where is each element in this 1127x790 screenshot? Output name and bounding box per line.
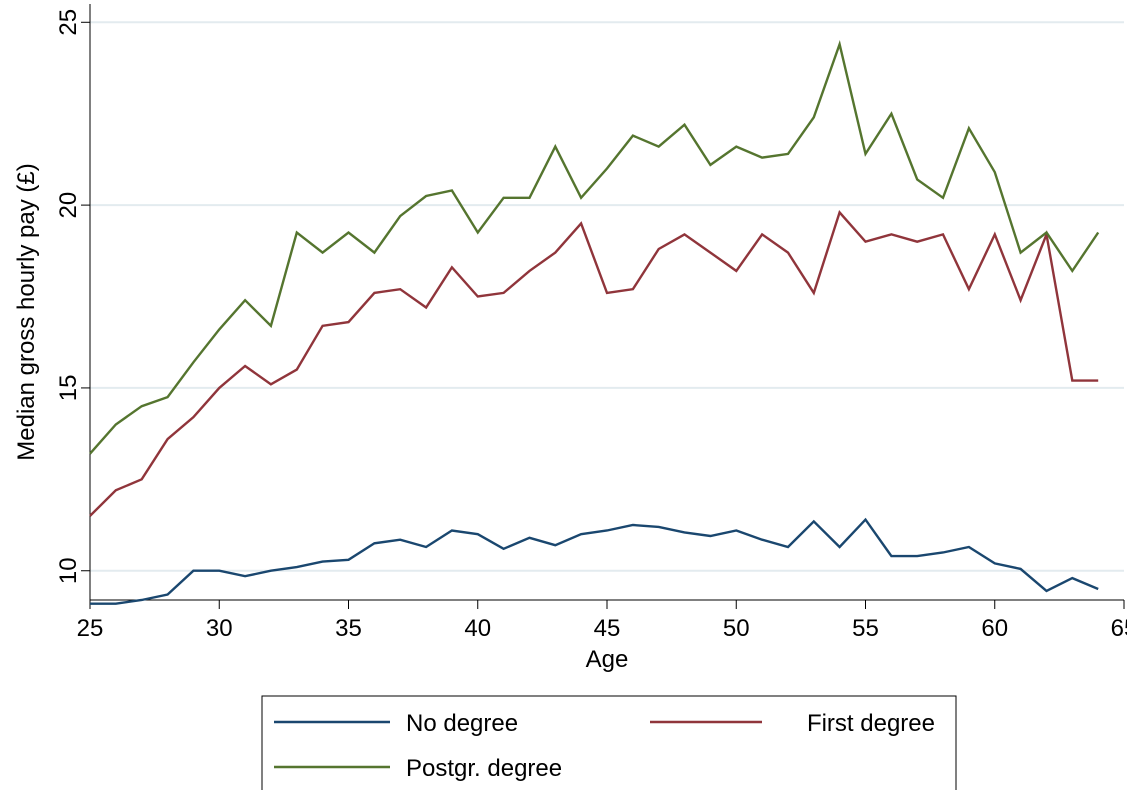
y-tick-label: 15 (55, 375, 82, 402)
x-tick-label: 40 (464, 615, 491, 642)
x-tick-label: 55 (852, 615, 879, 642)
x-tick-label: 50 (723, 615, 750, 642)
legend-label-3: Postgr. degree (406, 755, 562, 782)
x-ticks: 25 30 35 40 45 50 55 60 65 (77, 600, 1127, 642)
x-tick-label: 60 (981, 615, 1008, 642)
legend-items: No degree First degree Postgr. degree (274, 710, 935, 782)
y-tick-label: 20 (55, 192, 82, 219)
x-tick-label: 65 (1111, 615, 1127, 642)
legend-label-2: First degree (807, 710, 935, 737)
y-tick-label: 25 (55, 9, 82, 36)
x-axis-label: Age (586, 646, 629, 673)
y-axis-label: Median gross hourly pay (£) (13, 163, 40, 460)
gridlines (90, 21, 1124, 572)
x-tick-label: 30 (206, 615, 233, 642)
x-tick-label: 35 (335, 615, 362, 642)
legend: No degree First degree Postgr. degree (261, 695, 957, 790)
x-tick-label: 25 (77, 615, 104, 642)
series-line-3 (89, 39, 1100, 455)
x-tick-label: 45 (594, 615, 621, 642)
series-line-2 (89, 210, 1099, 517)
y-ticks: 10 15 20 25 (55, 9, 90, 584)
series-line-1 (90, 517, 1099, 605)
series-lines (89, 39, 1100, 605)
y-tick-label: 10 (55, 557, 82, 584)
legend-box (261, 695, 957, 790)
legend-label-1: No degree (406, 710, 518, 737)
